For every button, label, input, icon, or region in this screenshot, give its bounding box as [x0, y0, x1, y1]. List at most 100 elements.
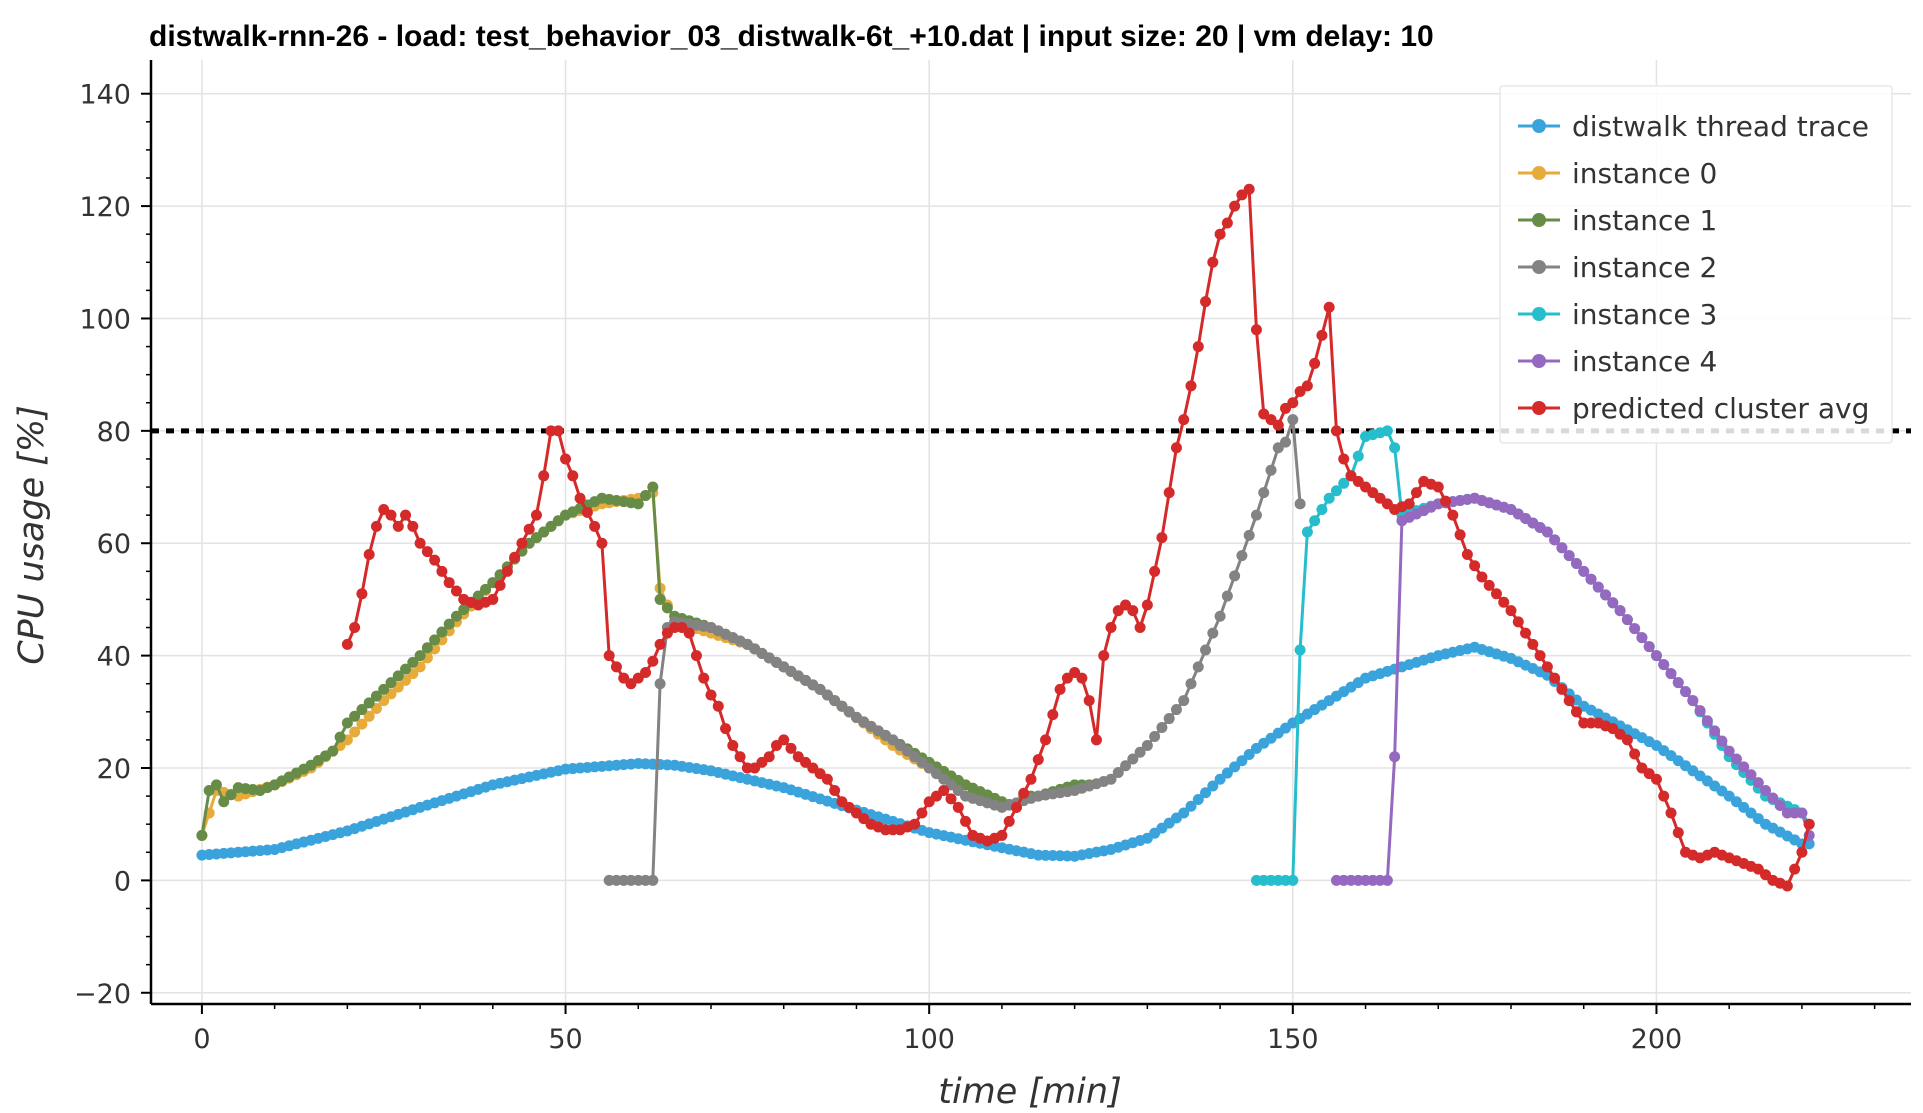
- data-point: [538, 470, 550, 482]
- series-line: [200, 491, 1017, 836]
- data-point: [1178, 807, 1190, 819]
- data-point: [1163, 487, 1175, 499]
- data-point: [1200, 296, 1212, 308]
- data-point: [1040, 734, 1052, 746]
- data-point: [1636, 632, 1648, 644]
- data-point: [1265, 464, 1277, 476]
- data-point: [683, 627, 695, 639]
- data-point: [1185, 800, 1197, 812]
- data-point: [1549, 534, 1561, 546]
- data-point: [596, 537, 608, 549]
- data-point: [1127, 753, 1139, 765]
- data-point: [1701, 715, 1713, 727]
- data-point: [1120, 760, 1132, 772]
- data-point: [705, 689, 717, 701]
- data-point: [436, 626, 448, 638]
- data-point: [1803, 818, 1815, 830]
- data-point: [1134, 622, 1146, 634]
- data-point: [356, 588, 368, 600]
- data-point: [727, 740, 739, 752]
- data-point: [385, 677, 397, 689]
- y-tick-label: −20: [74, 979, 131, 1010]
- data-point: [1105, 773, 1117, 785]
- data-point: [1003, 815, 1015, 827]
- data-point: [778, 734, 790, 746]
- data-point: [1105, 622, 1117, 634]
- data-point: [1214, 228, 1226, 240]
- data-point: [712, 700, 724, 712]
- data-point: [1141, 740, 1153, 752]
- data-point: [654, 638, 666, 650]
- data-point: [1643, 641, 1655, 653]
- x-tick-label: 50: [548, 1024, 582, 1055]
- data-point: [1301, 526, 1313, 538]
- data-point: [1650, 773, 1662, 785]
- data-point: [785, 742, 797, 754]
- data-point: [1236, 550, 1248, 562]
- y-axis-label: CPU usage [%]: [12, 405, 52, 665]
- data-point: [916, 807, 928, 819]
- data-point: [421, 642, 433, 654]
- data-point: [1200, 787, 1212, 799]
- y-tick-label: 0: [114, 866, 131, 897]
- data-point: [1250, 509, 1262, 521]
- data-point: [1192, 793, 1204, 805]
- data-point: [647, 874, 659, 886]
- data-point: [632, 498, 644, 510]
- legend-label: instance 4: [1572, 345, 1717, 378]
- data-point: [1207, 256, 1219, 268]
- data-point: [560, 453, 572, 465]
- data-point: [429, 634, 441, 646]
- data-point: [1781, 880, 1793, 892]
- data-point: [1738, 761, 1750, 773]
- data-point: [1127, 605, 1139, 617]
- data-point: [378, 683, 390, 695]
- data-point: [1309, 357, 1321, 369]
- data-point: [1236, 755, 1248, 767]
- data-point: [450, 585, 462, 597]
- data-point: [1665, 807, 1677, 819]
- data-point: [530, 509, 542, 521]
- data-point: [1178, 695, 1190, 707]
- data-point: [1469, 560, 1481, 572]
- data-point: [349, 726, 361, 738]
- data-point: [1381, 874, 1393, 886]
- data-point: [1665, 668, 1677, 680]
- data-point: [1447, 509, 1459, 521]
- data-point: [1229, 761, 1241, 773]
- data-point: [327, 745, 339, 757]
- legend-swatch-marker: [1532, 307, 1546, 321]
- data-point: [909, 818, 921, 830]
- data-point: [1221, 590, 1233, 602]
- data-point: [1010, 801, 1022, 813]
- data-point: [1258, 487, 1270, 499]
- data-point: [1316, 504, 1328, 516]
- series-layer: [196, 183, 1815, 892]
- data-point: [480, 583, 492, 595]
- data-point: [1658, 790, 1670, 802]
- data-point: [1570, 557, 1582, 569]
- data-point: [400, 509, 412, 521]
- data-point: [1316, 329, 1328, 341]
- data-point: [574, 492, 586, 504]
- data-point: [603, 650, 615, 662]
- data-point: [1163, 713, 1175, 725]
- data-point: [400, 663, 412, 675]
- data-point: [356, 718, 368, 730]
- data-point: [1680, 686, 1692, 698]
- data-point: [1461, 548, 1473, 560]
- y-tick-label: 120: [79, 192, 131, 223]
- data-point: [952, 801, 964, 813]
- data-point: [654, 678, 666, 690]
- data-point: [1192, 661, 1204, 673]
- data-point: [1294, 498, 1306, 510]
- legend-box: [1499, 85, 1893, 444]
- data-point: [1330, 425, 1342, 437]
- data-point: [1585, 573, 1597, 585]
- data-point: [640, 666, 652, 678]
- data-point: [1301, 380, 1313, 392]
- legend-label: instance 3: [1572, 298, 1717, 331]
- x-tick-label: 100: [903, 1024, 955, 1055]
- data-point: [829, 784, 841, 796]
- data-point: [349, 622, 361, 634]
